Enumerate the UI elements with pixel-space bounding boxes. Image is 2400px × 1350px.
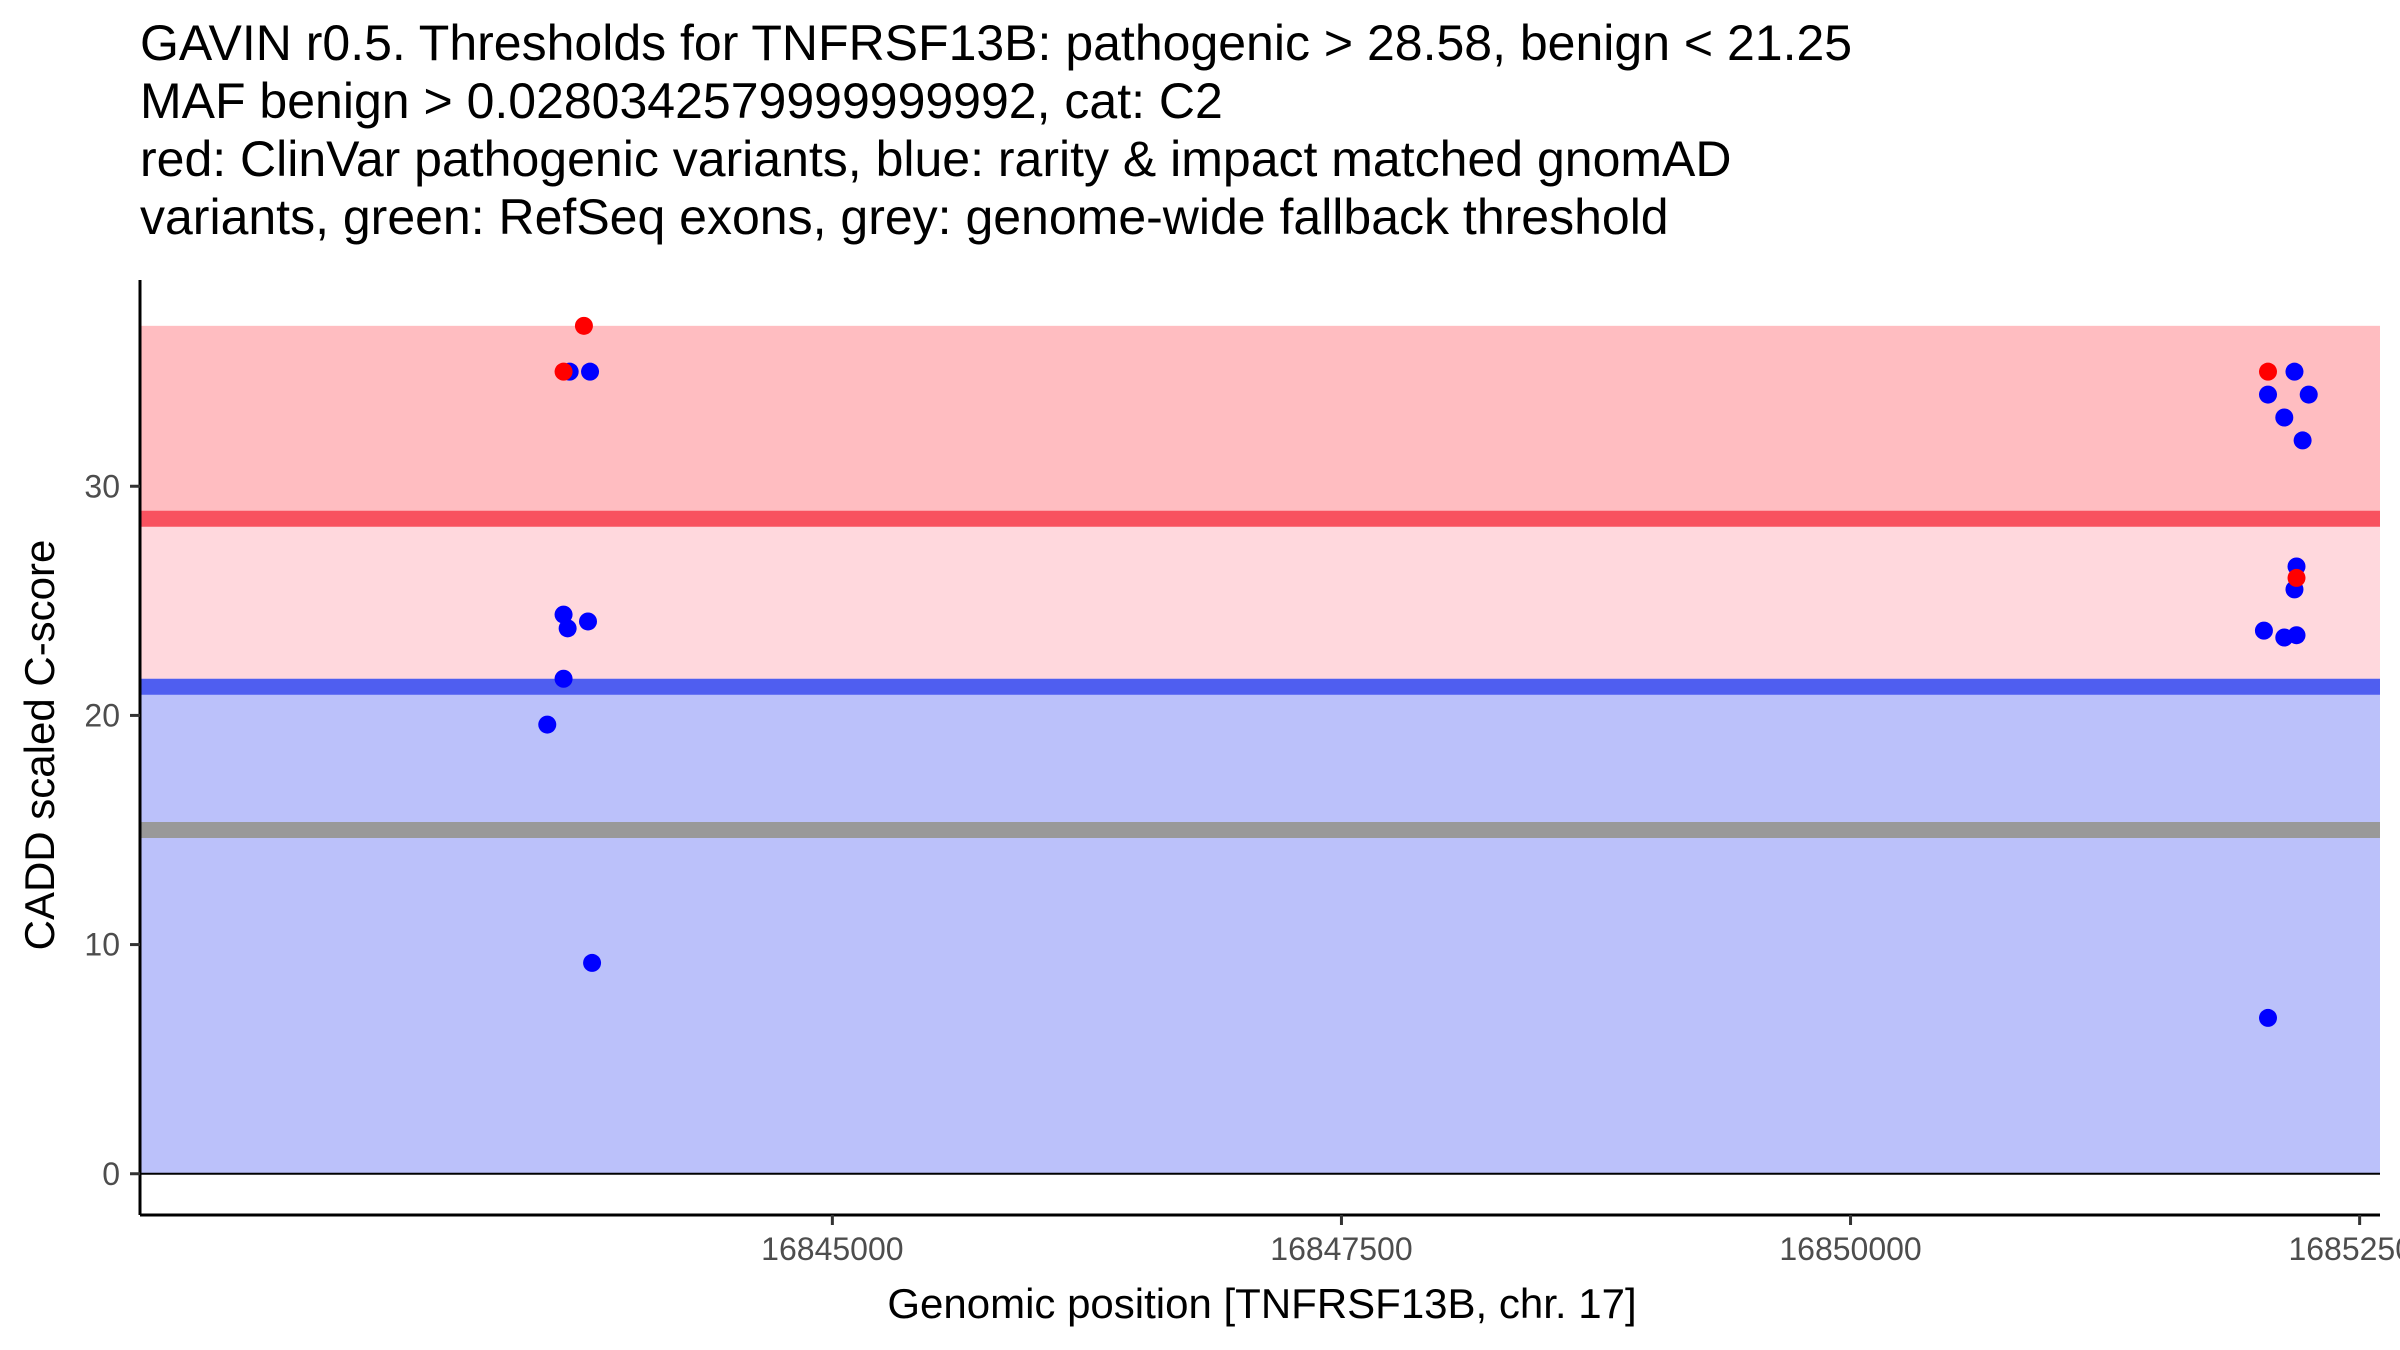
data-point-s0-4 <box>579 612 597 631</box>
x-tick-label: 16847500 <box>1270 1231 1412 1267</box>
y-tick-label: 0 <box>102 1156 120 1192</box>
data-point-s0-2 <box>554 605 573 624</box>
data-point-s1-0 <box>574 316 593 335</box>
data-point-s0-6 <box>538 715 557 734</box>
data-point-s1-3 <box>2287 568 2306 587</box>
data-point-s0-11 <box>2275 408 2294 427</box>
uncertain-band <box>140 518 2380 687</box>
axes: 16845000 16847500 16850000 16852500 0 10 20 30 <box>84 280 2400 1267</box>
data-point-s0-17 <box>2287 626 2306 645</box>
data-point-s0-8 <box>2259 385 2277 404</box>
data-point-s1-2 <box>2259 362 2277 381</box>
data-point-s0-1 <box>581 362 600 381</box>
data-point-s0-12 <box>2293 431 2312 450</box>
x-tick-label: 16845000 <box>761 1231 903 1267</box>
y-tick-label: 30 <box>84 468 120 504</box>
threshold-lines <box>140 510 2380 1175</box>
chart-title: GAVIN r0.5. Thresholds for TNFRSF13B: pa… <box>140 14 2360 246</box>
data-point-s0-15 <box>2254 621 2273 640</box>
data-point-s0-5 <box>554 669 573 688</box>
title-line-3: red: ClinVar pathogenic variants, blue: … <box>140 131 1732 187</box>
y-axis-label: CADD scaled C-score <box>16 540 63 951</box>
title-line-4: variants, green: RefSeq exons, grey: gen… <box>140 189 1669 245</box>
data-point-s1-1 <box>554 362 573 381</box>
data-point-s0-7 <box>583 953 602 972</box>
data-point-s0-10 <box>2299 385 2318 404</box>
data-point-s0-18 <box>2259 1008 2277 1027</box>
x-tick-label: 16850000 <box>1779 1231 1921 1267</box>
title-line-1: GAVIN r0.5. Thresholds for TNFRSF13B: pa… <box>140 15 1853 71</box>
data-point-s0-9 <box>2285 362 2304 381</box>
benign-band <box>140 686 2380 1174</box>
data-point-s0-3 <box>558 619 577 638</box>
y-tick-label: 20 <box>84 697 120 733</box>
threshold-bands <box>140 325 2380 1174</box>
data-points <box>538 316 2318 1027</box>
x-axis-label: Genomic position [TNFRSF13B, chr. 17] <box>887 1280 1636 1327</box>
y-axis-ticks: 0 10 20 30 <box>84 468 140 1192</box>
x-tick-label: 16852500 <box>2288 1231 2400 1267</box>
y-tick-label: 10 <box>84 927 120 963</box>
title-line-2: MAF benign > 0.0280342579999999992, cat:… <box>140 73 1223 129</box>
x-axis-ticks: 16845000 16847500 16850000 16852500 <box>761 1215 2400 1267</box>
pathogenic-band <box>140 325 2380 519</box>
